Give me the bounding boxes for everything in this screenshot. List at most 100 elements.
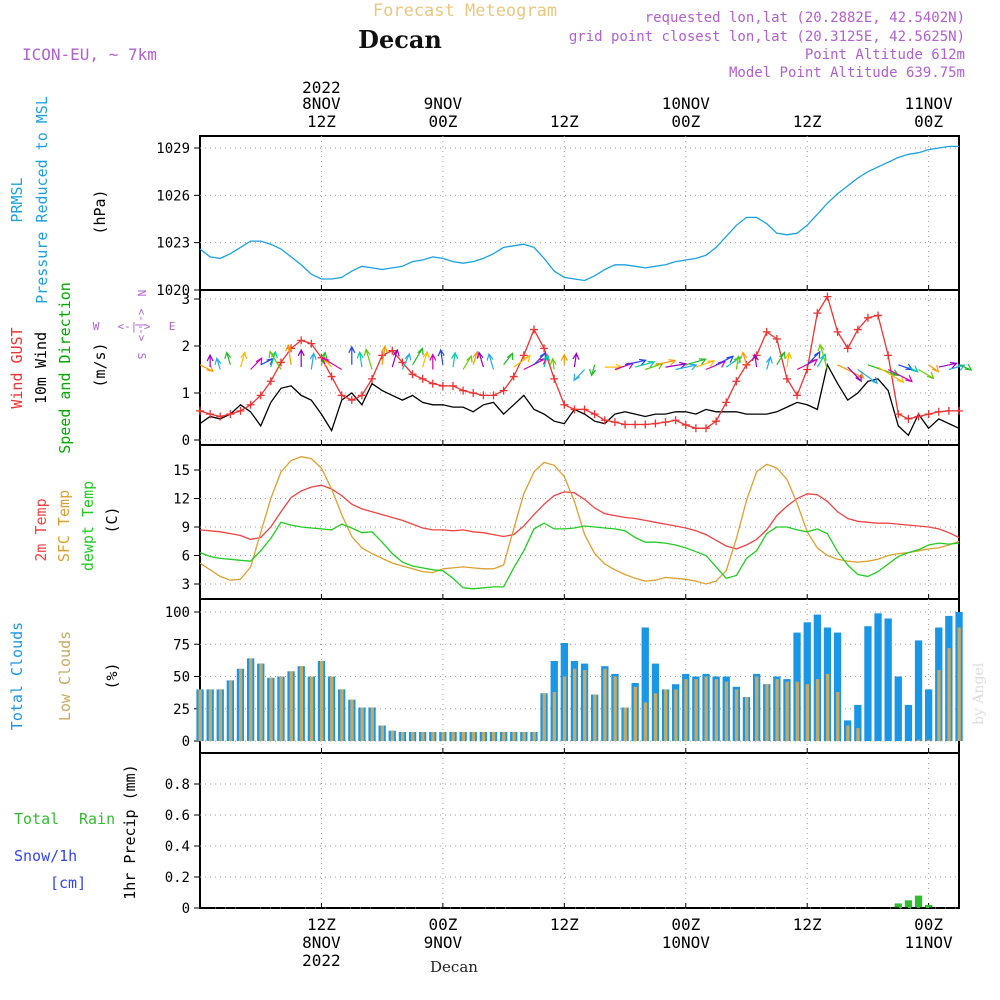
gust-marker	[691, 424, 700, 433]
low-cloud-bar	[269, 677, 273, 741]
wind-direction-arrow	[214, 356, 222, 370]
top-time-label: 12Z	[550, 112, 579, 131]
wind-direction-arrow	[784, 351, 793, 368]
snow-label: Snow/1h	[14, 847, 77, 865]
temp-panel: 3 6 9 12 15	[173, 444, 960, 600]
grid-point-coords: grid point closest lon,lat (20.3125E, 42…	[569, 29, 965, 45]
bottom-time-label: 12Z	[307, 915, 336, 934]
wind-direction-arrow	[309, 352, 317, 370]
pressure-labels: PRMSL Pressure Reduced to MSL (hPa)	[8, 96, 109, 304]
gust-marker	[722, 398, 731, 407]
gust-marker	[499, 386, 508, 395]
gust-marker	[772, 334, 781, 343]
low-cloud-bar	[340, 689, 344, 741]
gust-marker	[884, 351, 893, 360]
wind-direction-arrow	[715, 355, 735, 366]
low-cloud-bar	[239, 668, 243, 741]
gust-marker	[904, 414, 913, 423]
wind-direction-arrow	[543, 353, 551, 368]
wind-direction-arrow	[938, 361, 958, 369]
wind-ytick-label: 1	[182, 386, 190, 402]
wind-direction-arrow	[806, 350, 821, 366]
low-cloud-bar	[714, 679, 718, 741]
temp-ytick-label: 15	[173, 463, 190, 479]
low-cloud-bar	[593, 694, 597, 741]
gust-marker	[196, 406, 204, 415]
dewpt-line	[199, 521, 960, 590]
gust-marker	[438, 381, 447, 390]
compass-v-arrows: <-|->	[135, 308, 148, 341]
low-cloud-bar	[421, 732, 425, 741]
wind-direction-arrow	[685, 358, 707, 366]
low-cloud-bar	[522, 732, 526, 741]
temp-unit-label: (C)	[103, 506, 121, 533]
wind-direction-arrow	[918, 368, 935, 380]
precip-frame	[199, 752, 960, 909]
low-cloud-bar	[937, 670, 941, 741]
wind-direction-arrow	[486, 352, 495, 370]
wind-direction-arrow	[908, 365, 919, 373]
precip-ytick-label: 0.4	[165, 839, 190, 855]
low-cloud-bar	[552, 692, 556, 741]
precip-panel: 0 0.2 0.4 0.6 0.8	[165, 752, 960, 917]
low-cloud-bar	[198, 689, 202, 741]
temp-frame	[199, 444, 960, 600]
temp-ytick-label: 12	[173, 492, 190, 508]
low-cloud-bar	[492, 732, 496, 741]
low-cloud-bar	[380, 725, 384, 741]
gust-marker	[337, 391, 346, 400]
low-clouds-label: Low Clouds	[56, 631, 74, 721]
bottom-time-label: 00Z	[428, 915, 457, 934]
gust-marker	[449, 381, 457, 390]
gust-marker	[894, 410, 903, 419]
gust-marker	[874, 311, 883, 320]
location-title: Decan	[358, 25, 442, 54]
wind-direction-arrow	[847, 366, 862, 383]
low-cloud-bar	[643, 702, 648, 741]
low-cloud-bar	[734, 689, 739, 741]
low-cloud-bar	[775, 679, 779, 741]
low-cloud-bar	[785, 681, 789, 741]
wind-direction-arrow	[549, 357, 557, 370]
top-time-label: 12Z	[793, 112, 822, 131]
total-cloud-bar	[854, 704, 862, 741]
pressure-ytick-label: 1020	[156, 283, 190, 299]
low-cloud-bar	[724, 681, 729, 741]
wind-direction-arrow	[751, 353, 759, 368]
chart-panels: 102010231026102901233691215025507510000.…	[156, 135, 973, 917]
wind-direction-arrow	[199, 364, 215, 373]
total-clouds-label: Total Clouds	[8, 622, 26, 730]
total-cloud-bar	[914, 640, 923, 741]
wind-direction-arrow	[451, 351, 459, 368]
gust-marker	[813, 309, 822, 318]
model-label: ICON-EU, ~ 7km	[22, 45, 157, 64]
rain-bar	[914, 895, 923, 908]
gust-marker	[712, 417, 721, 426]
gust-marker	[661, 418, 670, 427]
low-cloud-bar	[613, 676, 617, 741]
bottom-time-label: 11NOV	[905, 933, 954, 952]
low-cloud-bar	[320, 661, 324, 741]
wind-direction-arrow	[887, 368, 913, 383]
low-cloud-bar	[957, 627, 961, 741]
wind-ytick-label: 2	[182, 339, 190, 355]
gust-marker	[924, 410, 933, 419]
temp-labels: 2m Temp SFC Temp dewpt Temp (C)	[32, 481, 121, 571]
wind-direction-arrow	[898, 363, 914, 371]
prmsl-line	[199, 145, 959, 282]
wind-direction-arrow	[635, 361, 656, 368]
pressure-ytick-label: 1026	[156, 188, 190, 204]
low-cloud-bar	[441, 732, 445, 741]
total-cloud-bar	[813, 614, 821, 741]
pressure-panel: 1020 1023 1026 1029	[156, 135, 960, 299]
wind-direction-arrow	[765, 355, 773, 370]
low-cloud-bar	[653, 693, 658, 741]
wind-direction-arrow	[734, 355, 742, 370]
gust-marker	[428, 379, 437, 388]
low-cloud-bar	[917, 739, 921, 741]
total-cloud-bar	[874, 613, 882, 741]
wind-direction-arrow	[572, 352, 580, 368]
low-cloud-bar	[481, 732, 486, 741]
compass-e: E	[169, 320, 176, 333]
